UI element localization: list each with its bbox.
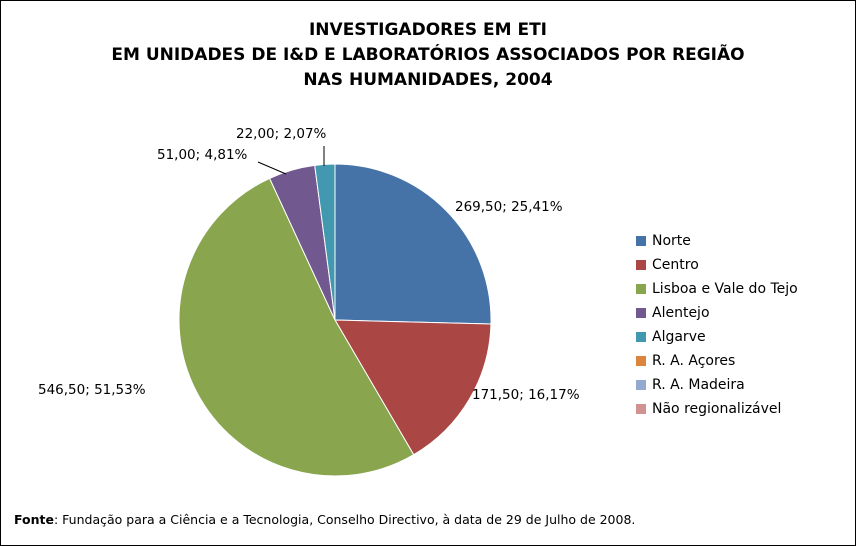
- legend-label-norte: Norte: [652, 233, 691, 249]
- chart-title: INVESTIGADORES EM ETI EM UNIDADES DE I&D…: [0, 18, 856, 93]
- legend-swatch-norte: [636, 236, 646, 246]
- legend-item-norte: Norte: [636, 229, 798, 253]
- source-note: Fonte: Fundação para a Ciência e a Tecno…: [14, 512, 635, 527]
- legend-item-algarve: Algarve: [636, 325, 798, 349]
- legend-item-r-a-madeira: R. A. Madeira: [636, 373, 798, 397]
- legend-item-lisboa-e-vale-do-tejo: Lisboa e Vale do Tejo: [636, 277, 798, 301]
- legend-swatch-centro: [636, 260, 646, 270]
- leader-line-alentejo: [257, 161, 287, 175]
- source-label: Fonte: [14, 512, 54, 527]
- data-label-norte: 269,50; 25,41%: [455, 199, 563, 215]
- legend-label-centro: Centro: [652, 257, 699, 273]
- chart-title-line-1: INVESTIGADORES EM ETI: [308, 20, 547, 40]
- chart-title-line-3: NAS HUMANIDADES, 2004: [303, 70, 553, 90]
- legend-swatch-r-a-acores: [636, 356, 646, 366]
- data-label-lisboa-e-vale-do-tejo: 546,50; 51,53%: [38, 382, 146, 398]
- legend-label-algarve: Algarve: [652, 329, 706, 345]
- legend-item-alentejo: Alentejo: [636, 301, 798, 325]
- legend-label-lisboa-e-vale-do-tejo: Lisboa e Vale do Tejo: [652, 281, 798, 297]
- chart-title-line-2: EM UNIDADES DE I&D E LABORATÓRIOS ASSOCI…: [111, 45, 745, 65]
- pie-slice-centro: [334, 319, 492, 456]
- legend-swatch-lisboa-e-vale-do-tejo: [636, 284, 646, 294]
- source-text: : Fundação para a Ciência e a Tecnologia…: [53, 512, 636, 527]
- legend-item-r-a-acores: R. A. Açores: [636, 349, 798, 373]
- pie-slice-lisboa-e-vale-do-tejo: [178, 177, 415, 477]
- legend: Norte Centro Lisboa e Vale do Tejo Alentejo…: [636, 229, 798, 421]
- legend-label-r-a-madeira: R. A. Madeira: [652, 377, 745, 393]
- legend-label-nao-regionalizavel: Não regionalizável: [652, 401, 782, 417]
- pie-slice-algarve: [314, 163, 336, 321]
- data-label-centro: 171,50; 16,17%: [472, 387, 580, 403]
- legend-swatch-r-a-madeira: [636, 380, 646, 390]
- data-label-algarve: 22,00; 2,07%: [236, 126, 327, 142]
- legend-swatch-alentejo: [636, 308, 646, 318]
- pie-slice-norte: [334, 163, 492, 325]
- legend-item-centro: Centro: [636, 253, 798, 277]
- legend-swatch-algarve: [636, 332, 646, 342]
- legend-item-nao-regionalizavel: Não regionalizável: [636, 397, 798, 421]
- legend-label-r-a-acores: R. A. Açores: [652, 353, 736, 369]
- legend-label-alentejo: Alentejo: [652, 305, 710, 321]
- legend-swatch-nao-regionalizavel: [636, 404, 646, 414]
- data-label-alentejo: 51,00; 4,81%: [157, 147, 248, 163]
